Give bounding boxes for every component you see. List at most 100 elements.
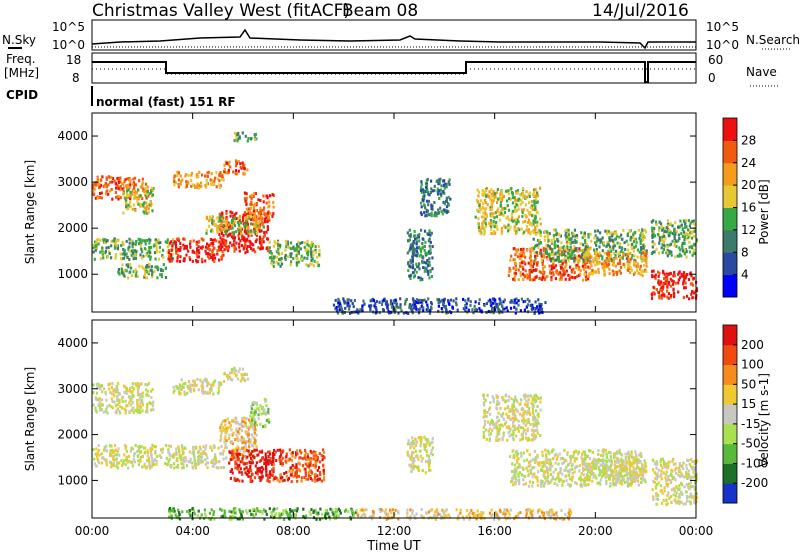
power-cell — [690, 292, 693, 296]
power-cell — [437, 192, 440, 196]
power-cell — [310, 259, 313, 262]
velocity-cell — [92, 383, 95, 387]
power-cell — [518, 197, 521, 201]
power-cell — [236, 133, 239, 137]
power-cell — [616, 234, 619, 238]
power-cell — [107, 192, 110, 196]
velocity-cell — [141, 391, 145, 395]
power-cell — [427, 239, 430, 243]
power-cell — [495, 220, 498, 224]
power-cell — [151, 188, 154, 192]
power-cell — [229, 227, 232, 230]
power-cell — [142, 266, 145, 270]
power-cell — [605, 256, 608, 260]
velocity-cell — [258, 450, 261, 454]
velocity-cell — [253, 448, 256, 452]
power-cell — [121, 182, 124, 186]
velocity-cell — [268, 475, 271, 479]
velocity-cell — [431, 440, 434, 444]
velocity-cell — [176, 463, 180, 467]
power-cell — [655, 288, 658, 291]
velocity-cell — [314, 479, 317, 483]
power-cell — [540, 254, 543, 258]
power-cell — [666, 295, 669, 299]
velocity-cell — [222, 428, 225, 432]
velocity-cell — [101, 398, 104, 402]
power-cell — [495, 224, 498, 228]
power-cell — [492, 219, 495, 223]
power-cell — [513, 195, 516, 199]
velocity-cell — [114, 389, 117, 392]
velocity-cell — [251, 461, 254, 465]
power-cell — [678, 246, 681, 250]
velocity-cell — [155, 462, 158, 466]
velocity-cell — [121, 395, 125, 399]
power-cell — [224, 232, 227, 236]
power-cell — [141, 181, 144, 185]
velocity-cell — [127, 466, 130, 470]
power-cell — [246, 250, 249, 253]
power-colorbar-swatch — [723, 162, 737, 186]
power-colorbar-swatch — [723, 274, 737, 298]
velocity-cell — [316, 468, 319, 472]
power-cell — [101, 175, 104, 179]
power-cell — [233, 139, 236, 143]
power-cell — [484, 201, 487, 204]
velocity-cell — [294, 471, 297, 475]
power-cell — [251, 222, 255, 226]
velocity-cell — [110, 444, 113, 448]
power-cell — [536, 200, 539, 204]
power-cell — [422, 266, 425, 270]
power-cell — [574, 234, 577, 238]
velocity-cell — [217, 446, 220, 450]
power-cell — [117, 197, 120, 201]
power-cell — [129, 192, 132, 196]
power-cell — [522, 252, 525, 256]
power-cell — [685, 237, 688, 241]
power-cell — [137, 197, 140, 201]
power-cell — [317, 263, 320, 267]
power-cell — [229, 165, 232, 169]
velocity-cell — [255, 448, 258, 452]
power-ytick-label: 1000 — [57, 267, 88, 281]
velocity-cell — [103, 446, 106, 449]
power-cell — [532, 231, 536, 234]
velocity-cell — [116, 390, 119, 394]
power-cell — [573, 256, 576, 259]
velocity-cell — [272, 463, 275, 467]
power-cell — [481, 226, 484, 230]
velocity-cell — [95, 447, 98, 451]
velocity-cell — [94, 397, 97, 401]
power-cell — [490, 199, 493, 203]
power-cell — [210, 241, 213, 245]
velocity-cell — [219, 429, 222, 433]
power-cell — [235, 160, 238, 164]
power-cell — [346, 304, 349, 308]
power-cell — [179, 246, 182, 250]
velocity-cell — [295, 465, 298, 469]
power-cell — [263, 234, 266, 238]
power-cell — [245, 203, 248, 207]
power-cell — [529, 221, 532, 225]
power-cell — [495, 302, 498, 306]
power-cell — [596, 236, 599, 240]
power-cell — [347, 298, 350, 302]
velocity-cell — [267, 455, 270, 458]
power-cell — [636, 248, 640, 252]
velocity-cell — [150, 452, 153, 456]
velocity-cell — [484, 398, 487, 402]
power-cell — [554, 258, 557, 262]
power-cell — [531, 214, 534, 218]
velocity-cell — [300, 476, 303, 480]
power-cell — [492, 196, 495, 200]
power-cell — [445, 309, 448, 313]
power-cell — [629, 238, 632, 242]
power-cell — [115, 239, 118, 243]
power-cell — [233, 213, 236, 217]
velocity-cell — [128, 386, 131, 390]
power-cell — [514, 205, 517, 209]
power-cell — [628, 263, 631, 266]
velocity-cell — [192, 383, 195, 387]
velocity-cell — [243, 450, 246, 453]
power-cell — [95, 246, 98, 250]
